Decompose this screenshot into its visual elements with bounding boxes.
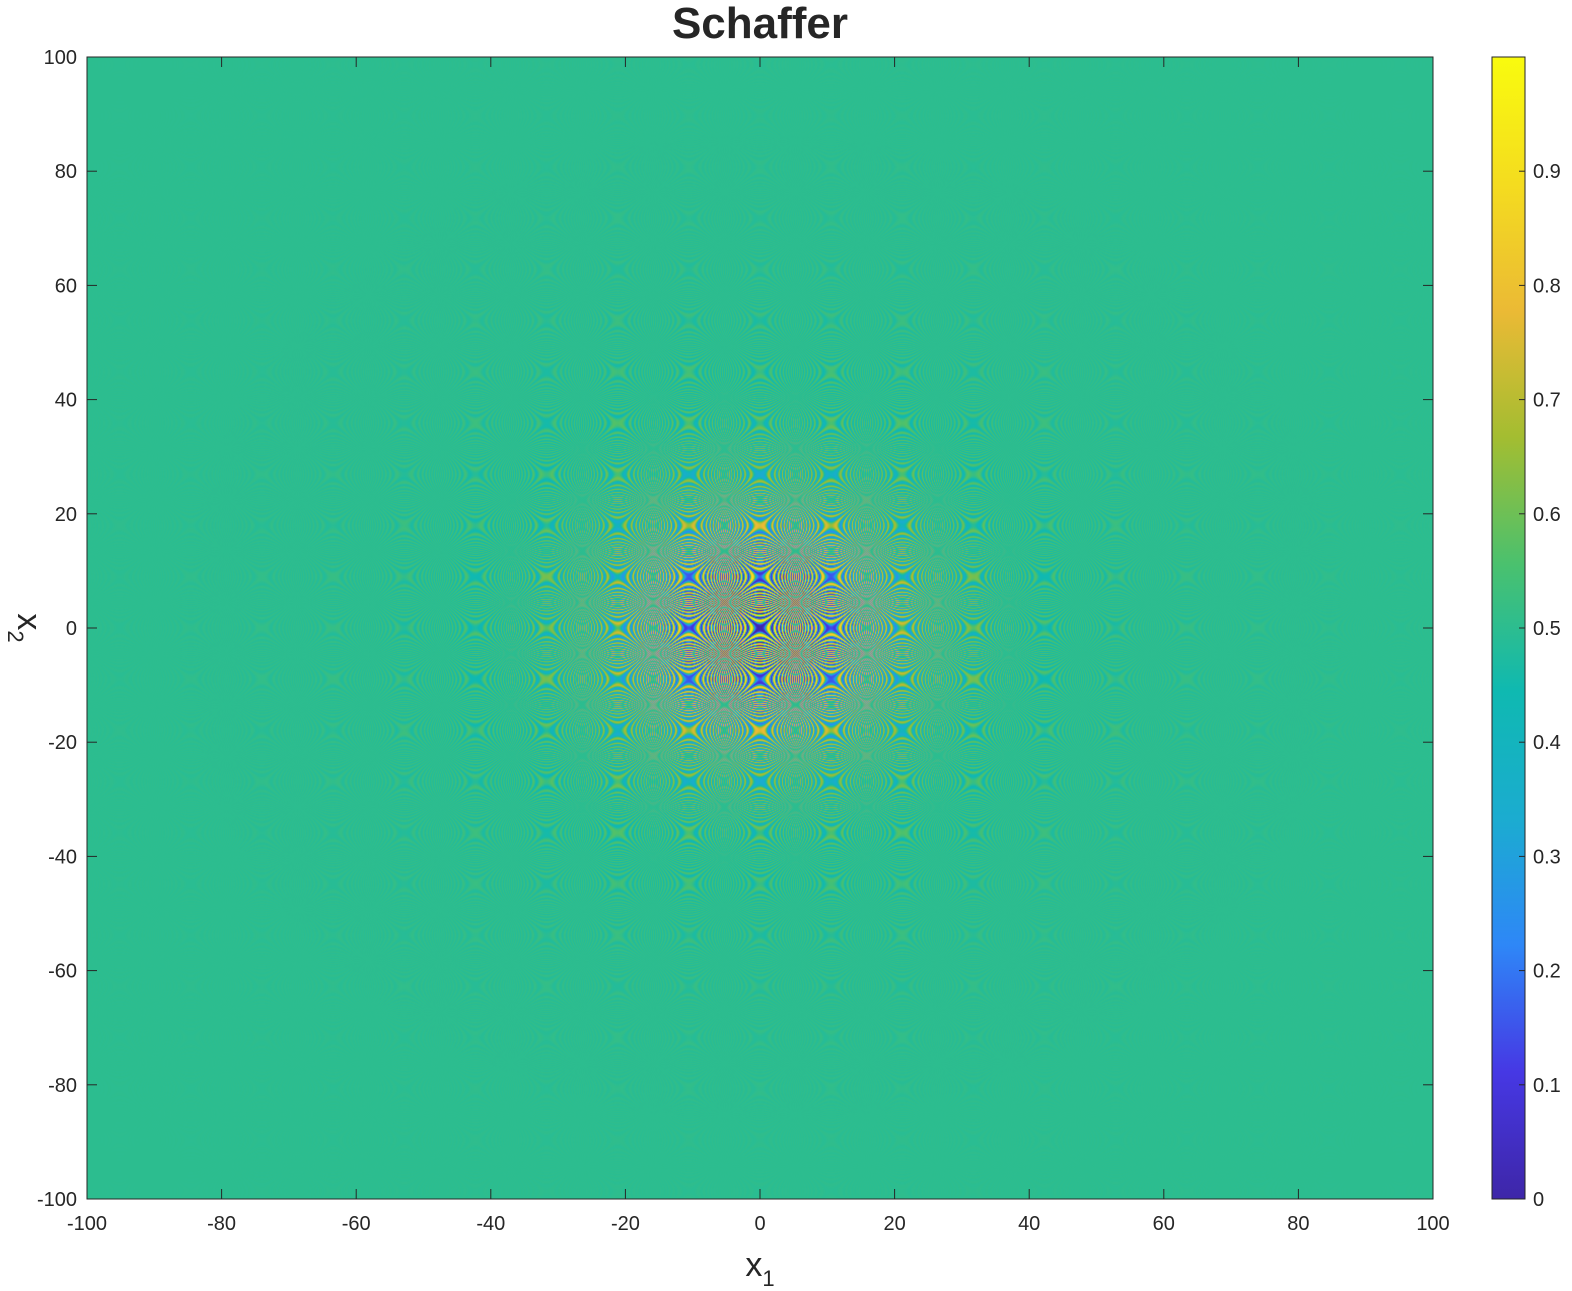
plot-area <box>86 56 1434 1200</box>
colorbar-tick-label: 0.1 <box>1533 1075 1561 1097</box>
y-tick-label: -100 <box>37 1189 77 1211</box>
x-axis-label: x1 <box>745 1246 774 1291</box>
colorbar: 0 0.1 0.2 0.3 0.4 0.5 0.6 0.7 0.8 0.9 <box>1491 56 1561 1211</box>
colorbar-tick-label: 0.3 <box>1533 846 1561 868</box>
x-tick-label: 80 <box>1287 1213 1309 1235</box>
colorbar-tick-label: 0.4 <box>1533 732 1561 754</box>
chart-title: Schaffer <box>672 0 848 48</box>
x-tick-label: 60 <box>1153 1213 1175 1235</box>
x-tick-label: 20 <box>883 1213 905 1235</box>
x-axis-label-subscript: 1 <box>762 1266 774 1291</box>
y-tick-label: -60 <box>48 961 77 983</box>
y-tick-label: 100 <box>44 47 77 69</box>
y-axis-label-main: x <box>10 613 48 630</box>
y-axis-label-subscript: 2 <box>3 630 28 642</box>
x-tick-label: -20 <box>611 1213 640 1235</box>
colorbar-tick-label: 0.7 <box>1533 390 1561 412</box>
colorbar-tick-label: 0.9 <box>1533 161 1561 183</box>
x-tick-label: -80 <box>207 1213 236 1235</box>
x-tick-label: -100 <box>67 1213 107 1235</box>
x-axis: -100 -80 -60 -40 -20 0 20 40 60 80 100 <box>67 57 1450 1235</box>
y-axis-label: x2 <box>3 613 48 642</box>
colorbar-tick-label: 0.6 <box>1533 504 1561 526</box>
colorbar-tick-label: 0 <box>1533 1189 1544 1211</box>
y-tick-label: 60 <box>55 275 77 297</box>
colorbar-tick-label: 0.2 <box>1533 961 1561 983</box>
y-tick-label: 40 <box>55 390 77 412</box>
x-tick-label: 0 <box>754 1213 765 1235</box>
y-tick-label: 80 <box>55 161 77 183</box>
x-tick-label: -60 <box>342 1213 371 1235</box>
y-tick-label: -40 <box>48 846 77 868</box>
heatmap-surface <box>87 57 1433 1199</box>
x-tick-label: 40 <box>1018 1213 1040 1235</box>
colorbar-tick-label: 0.8 <box>1533 275 1561 297</box>
x-tick-label: -40 <box>476 1213 505 1235</box>
y-axis: -100 -80 -60 -40 -20 0 20 40 60 80 100 <box>37 47 1433 1211</box>
y-tick-label: -80 <box>48 1075 77 1097</box>
x-tick-label: 100 <box>1416 1213 1449 1235</box>
x-axis-label-main: x <box>745 1246 762 1284</box>
y-tick-label: 20 <box>55 504 77 526</box>
colorbar-tick-label: 0.5 <box>1533 618 1561 640</box>
y-tick-label: 0 <box>66 618 77 640</box>
colorbar-ticks: 0 0.1 0.2 0.3 0.4 0.5 0.6 0.7 0.8 0.9 <box>1519 161 1561 1211</box>
y-tick-label: -20 <box>48 732 77 754</box>
